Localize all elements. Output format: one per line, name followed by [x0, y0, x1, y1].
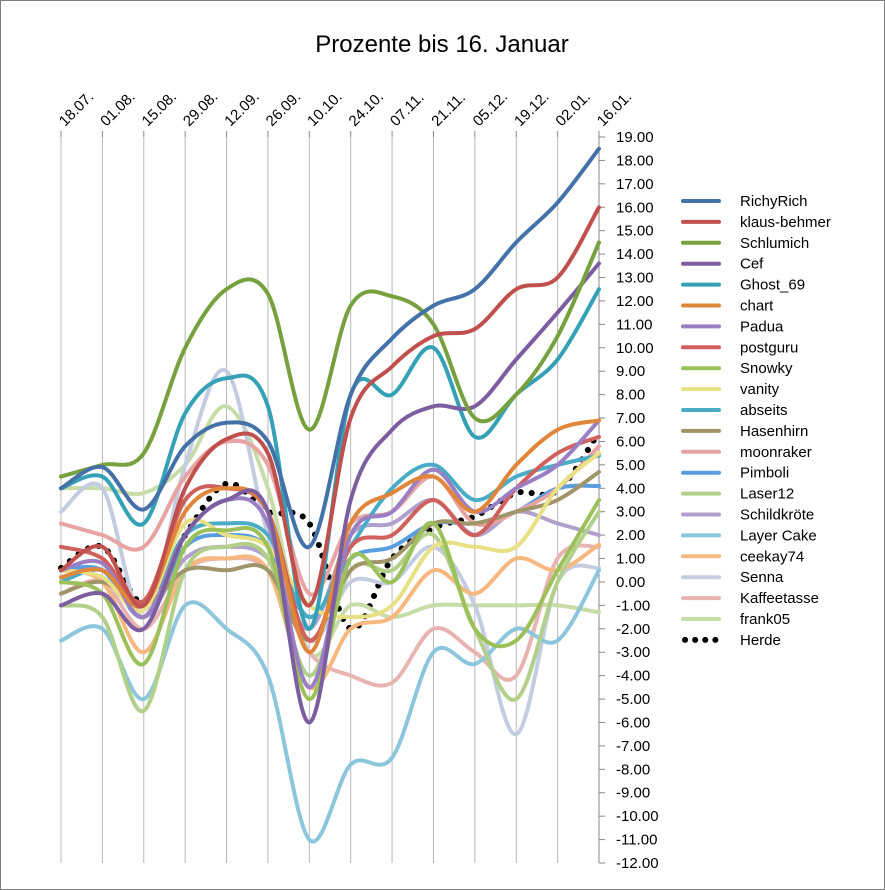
- y-tick-label: -3.00: [616, 644, 650, 661]
- x-axis: 18.07. 01.08. 15.08. 29.08. 12.09. 26.09. 10.1…: [56, 88, 636, 137]
- legend-label-snowky: Snowky: [740, 360, 793, 377]
- legend-label-chart: chart: [740, 298, 774, 315]
- x-tick-label: 19.12.: [511, 88, 553, 130]
- x-tick-label: 29.08.: [180, 88, 222, 130]
- legend-label-richyrich: RichyRich: [740, 193, 808, 210]
- y-tick-label: -6.00: [616, 714, 650, 731]
- legend-label-senna: Senna: [740, 569, 784, 586]
- legend-label-klaus-behmer: klaus-behmer: [740, 214, 831, 231]
- y-tick-label: 15.00: [616, 223, 654, 240]
- legend-label-cef: Cef: [740, 256, 764, 273]
- series-line-kaffeetasse: [59, 543, 601, 688]
- y-tick-label: 10.00: [616, 340, 654, 357]
- y-tick-label: 11.00: [616, 316, 652, 333]
- legend-label-postguru: postguru: [740, 339, 798, 356]
- legend-label-schlumich: Schlumich: [740, 235, 809, 252]
- legend-label-ceekay74: ceekay74: [740, 548, 804, 565]
- legend-label-herde: Herde: [740, 632, 781, 649]
- legend-label-vanity: vanity: [740, 381, 780, 398]
- y-tick-label: 5.00: [616, 457, 645, 474]
- y-tick-label: -10.00: [616, 808, 659, 825]
- y-tick-label: 6.00: [616, 433, 645, 450]
- y-tick-label: 12.00: [616, 293, 654, 310]
- legend-label-schildkr-te: Schildkröte: [740, 507, 814, 524]
- legend-label-kaffeetasse: Kaffeetasse: [740, 590, 819, 607]
- x-tick-label: 16.01.: [594, 88, 636, 130]
- series-line-schlumich: [59, 240, 601, 479]
- x-tick-label: 05.12.: [470, 88, 512, 130]
- y-tick-label: 19.00: [616, 129, 654, 146]
- y-tick-label: -9.00: [616, 785, 650, 802]
- x-tick-label: 07.11.: [387, 89, 428, 130]
- x-tick-label: 15.08.: [139, 88, 181, 130]
- legend-label-frank05: frank05: [740, 611, 790, 628]
- y-tick-label: 4.00: [616, 480, 645, 497]
- y-tick-label: 13.00: [616, 270, 654, 287]
- y-tick-label: 1.00: [616, 551, 645, 568]
- y-tick-label: -5.00: [616, 691, 650, 708]
- legend-label-pimboli: Pimboli: [740, 465, 789, 482]
- y-tick-label: 2.00: [616, 527, 645, 544]
- series-line-senna: [59, 367, 601, 737]
- y-tick-label: 3.00: [616, 504, 645, 521]
- x-tick-label: 18.07.: [56, 88, 98, 130]
- y-tick-label: 14.00: [616, 246, 654, 263]
- chart-title: Prozente bis 16. Januar: [315, 31, 569, 58]
- series-line-vanity: [59, 451, 601, 620]
- legend-label-laser12: Laser12: [740, 486, 794, 503]
- legend-label-abseits: abseits: [740, 402, 788, 419]
- y-tick-label: -1.00: [616, 597, 650, 614]
- series-line-klaus-behmer: [59, 205, 601, 609]
- x-tick-label: 24.10.: [345, 88, 387, 130]
- legend-label-hasenhirn: Hasenhirn: [740, 423, 808, 440]
- y-tick-label: 0.00: [616, 574, 645, 591]
- x-tick-label: 12.09.: [221, 88, 263, 130]
- x-tick-label: 21.11.: [428, 89, 469, 130]
- y-tick-label: 7.00: [616, 410, 645, 427]
- x-tick-label: 10.10.: [304, 88, 346, 130]
- y-tick-label: 16.00: [616, 199, 654, 216]
- y-tick-label: 9.00: [616, 363, 645, 380]
- legend-label-layer-cake: Layer Cake: [740, 527, 817, 544]
- y-tick-label: -11.00: [616, 832, 657, 849]
- legend-label-ghost-69: Ghost_69: [740, 277, 805, 294]
- grid-lines: [60, 137, 600, 863]
- y-tick-label: 18.00: [616, 152, 654, 169]
- legend-label-moonraker: moonraker: [740, 444, 812, 461]
- legend: RichyRich klaus-behmer Schlumich Cef Ghost_6…: [681, 193, 831, 649]
- series-line-richyrich: [59, 146, 601, 549]
- series-line-cef: [59, 261, 601, 725]
- y-tick-label: -12.00: [616, 855, 659, 872]
- y-tick-label: -7.00: [616, 738, 650, 755]
- series-lines: [58, 146, 602, 844]
- x-tick-label: 01.08.: [97, 88, 139, 130]
- y-tick-label: 17.00: [616, 176, 654, 193]
- y-tick-label: -8.00: [616, 761, 650, 778]
- series-line-padua: [59, 418, 601, 690]
- x-tick-label: 26.09.: [263, 88, 305, 130]
- y-axis: 19.00 18.00 17.00 16.00 15.00 14.00 13.00 12.00…: [598, 129, 659, 872]
- legend-label-padua: Padua: [740, 318, 784, 335]
- y-tick-label: 8.00: [616, 387, 645, 404]
- y-tick-label: -2.00: [616, 621, 650, 638]
- x-tick-label: 02.01.: [552, 88, 594, 130]
- series-line-ceekay74: [59, 542, 601, 691]
- y-tick-label: -4.00: [616, 668, 650, 685]
